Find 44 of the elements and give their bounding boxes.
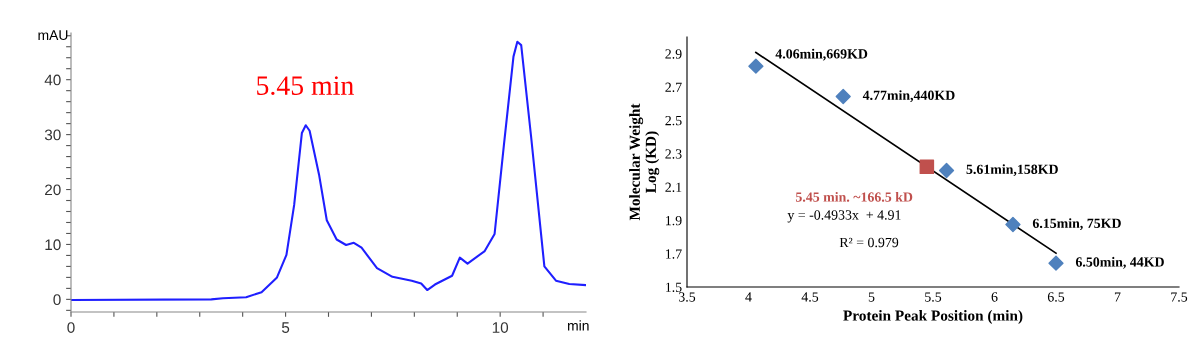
point — [919, 159, 935, 175]
x-tick-label: 5 — [281, 322, 290, 333]
line-series — [71, 40, 586, 301]
annotation: 5.61min,158KD — [966, 164, 1058, 176]
annotation: 6.50min, 44KD — [1075, 256, 1164, 269]
y-tick-label: 2.9 — [665, 49, 682, 59]
x-tick-label: 4 — [745, 292, 752, 302]
x-tick-label: 6.5 — [1047, 292, 1065, 302]
y-tick-label: 1.9 — [666, 215, 682, 226]
x-tick-label: 10 — [492, 322, 509, 333]
x-tick-label: 5.5 — [925, 292, 942, 302]
y-tick-label: 40 — [44, 74, 61, 86]
x-tick-label: 5 — [868, 292, 875, 302]
point — [938, 162, 955, 179]
x-tick-label: 4.5 — [801, 292, 819, 302]
y-axis-title: mAU — [38, 30, 68, 41]
x-tick-label: 7.5 — [1171, 292, 1188, 302]
y-tick-label: 10 — [45, 239, 61, 251]
annotation: 5.45 min — [257, 76, 354, 96]
x-tick-label: 3.5 — [678, 292, 696, 302]
point — [1048, 255, 1064, 271]
point — [748, 58, 764, 74]
annotation: R² = 0.979 — [839, 237, 899, 248]
y-tick-label: 1.7 — [666, 249, 682, 259]
y-tick-label: 2.7 — [665, 82, 682, 93]
y-axis-title: Molecular Weight Log (KD) — [629, 103, 660, 221]
y-tick-label: 20 — [45, 184, 61, 196]
annotation: 6.15min, 75KD — [1032, 218, 1121, 230]
y-tick-label: 2.1 — [665, 182, 682, 193]
y-tick-label: 1.5 — [666, 282, 682, 293]
y-tick-label: 2.3 — [665, 149, 682, 159]
y-tick-label: 2.5 — [665, 115, 682, 126]
annotation: y = -0.4933x + 4.91 — [787, 210, 901, 223]
annotation: 4.77min,440KD — [862, 90, 955, 102]
point — [835, 88, 851, 105]
y-tick-label: 30 — [44, 129, 61, 141]
x-tick-label: 7 — [1114, 292, 1121, 302]
point — [1005, 216, 1021, 233]
x-tick-label: 0 — [67, 322, 75, 333]
x-axis-title: Protein Peak Position (min) — [843, 310, 1023, 324]
x-tick-label: 6 — [991, 292, 998, 302]
annotation: 5.45 min. ~166.5 kD — [795, 191, 913, 202]
x-axis-title: min — [568, 320, 589, 331]
annotation: 4.06min,669KD — [775, 48, 868, 61]
